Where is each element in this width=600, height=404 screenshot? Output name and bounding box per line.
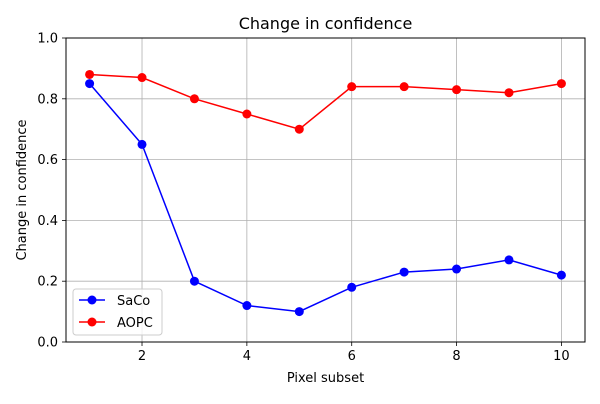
data-point-saco-3 xyxy=(189,276,199,286)
x-tick-label-8: 8 xyxy=(452,349,460,364)
data-point-saco-6 xyxy=(347,282,357,292)
chart-title: Change in confidence xyxy=(239,14,413,33)
series-line-aopc xyxy=(89,73,562,131)
x-tick-label-6: 6 xyxy=(348,349,356,364)
legend-label-aopc: AOPC xyxy=(117,316,153,331)
y-tick-label-0.4: 0.4 xyxy=(37,214,58,229)
axis-ticks: 2 4 6 8 10 0.0 0.2 0.4 0.6 0.8 1.0 xyxy=(37,32,569,365)
data-point-saco-4 xyxy=(242,301,252,311)
data-point-saco-8 xyxy=(452,264,462,274)
data-point-saco-10 xyxy=(556,270,566,280)
series-line-saco xyxy=(89,83,562,313)
legend-label-saco: SaCo xyxy=(117,294,150,309)
data-point-aopc-9 xyxy=(504,88,514,98)
data-point-aopc-8 xyxy=(452,85,462,95)
data-point-aopc-6 xyxy=(347,82,357,92)
legend: SaCo AOPC xyxy=(72,288,163,336)
x-tick-label-4: 4 xyxy=(243,349,251,364)
data-point-aopc-3 xyxy=(189,94,199,104)
series-layer xyxy=(85,69,566,317)
x-tick-label-10: 10 xyxy=(553,349,570,364)
data-point-saco-1 xyxy=(85,79,95,89)
data-point-aopc-2 xyxy=(137,73,147,83)
data-point-aopc-1 xyxy=(85,69,95,79)
data-point-aopc-10 xyxy=(556,79,566,89)
x-axis-label: Pixel subset xyxy=(287,371,364,386)
legend-marker-aopc xyxy=(87,317,97,327)
x-tick-label-2: 2 xyxy=(138,349,146,364)
legend-marker-saco xyxy=(87,295,97,305)
data-point-saco-2 xyxy=(137,139,147,149)
data-point-aopc-5 xyxy=(294,124,304,134)
y-tick-label-0.0: 0.0 xyxy=(37,336,58,351)
y-axis-label: Change in confidence xyxy=(15,119,30,260)
y-tick-label-0.8: 0.8 xyxy=(37,92,58,107)
data-point-aopc-4 xyxy=(242,109,252,119)
data-point-aopc-7 xyxy=(399,82,409,92)
y-tick-label-1.0: 1.0 xyxy=(37,32,58,47)
y-tick-label-0.2: 0.2 xyxy=(37,275,58,290)
y-tick-label-0.6: 0.6 xyxy=(37,153,58,168)
data-point-saco-9 xyxy=(504,255,514,265)
data-point-saco-7 xyxy=(399,267,409,277)
data-point-saco-5 xyxy=(294,307,304,317)
plot-area-frame xyxy=(65,37,586,343)
